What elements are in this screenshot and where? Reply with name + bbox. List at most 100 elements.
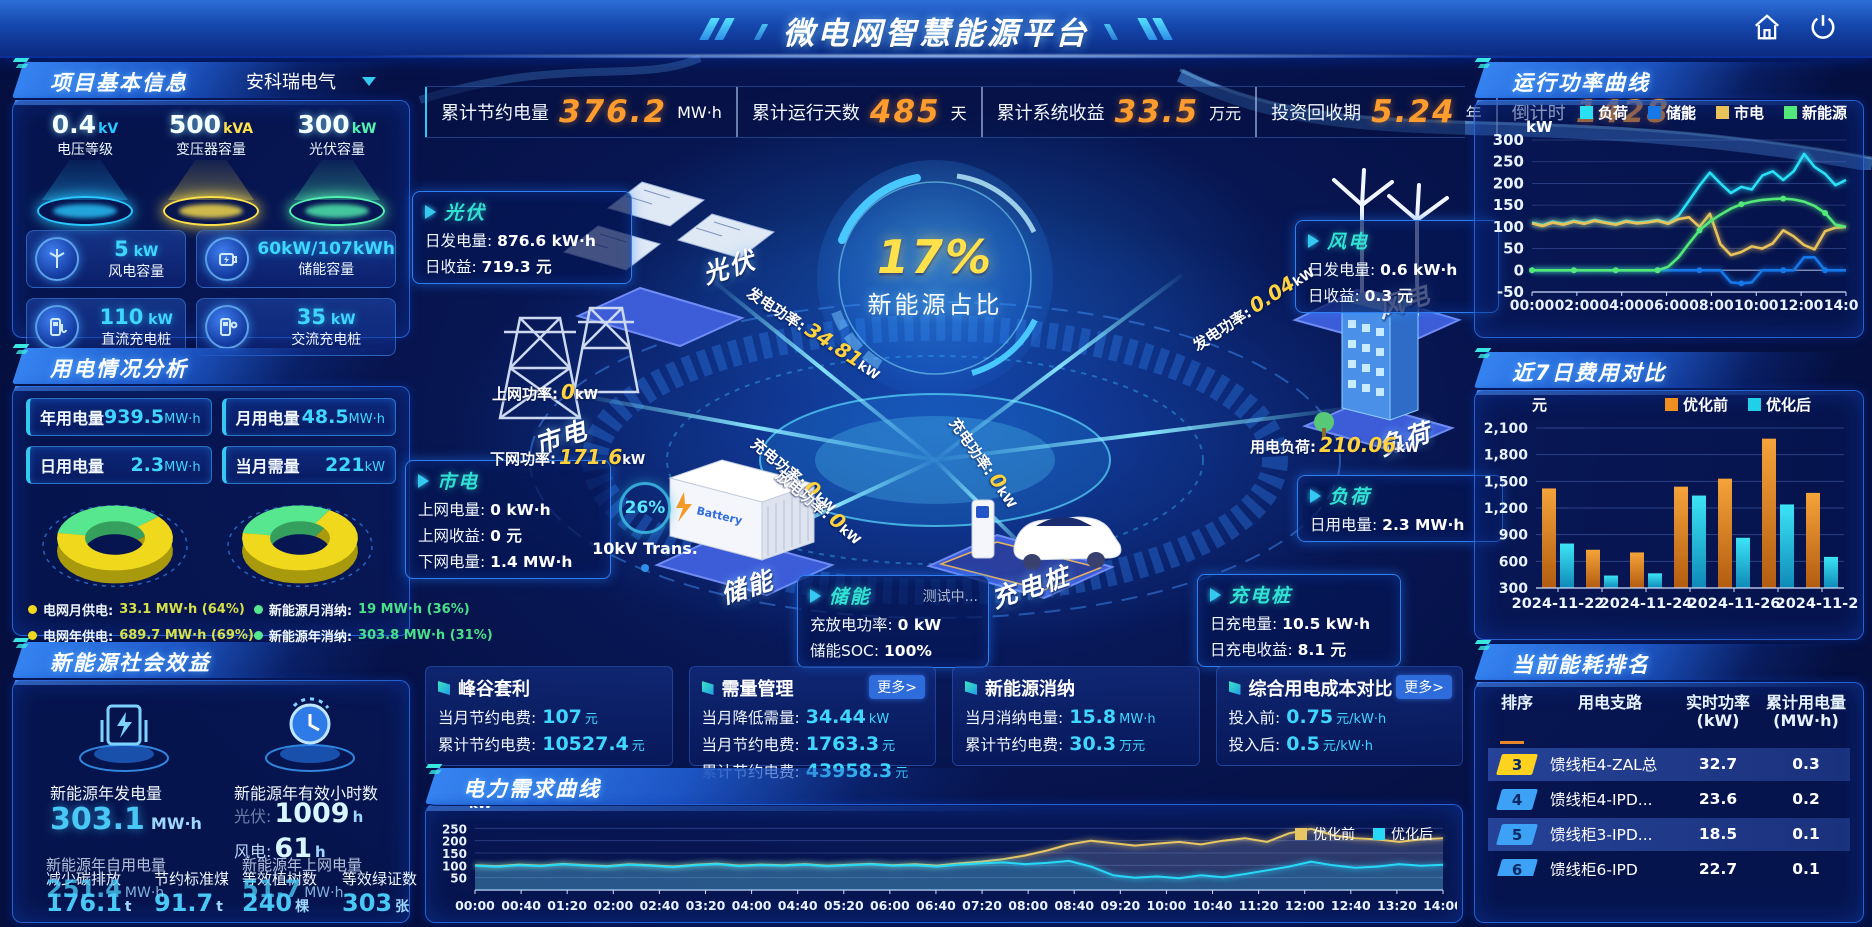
device-card-row-value: 0 kW·h xyxy=(490,501,551,519)
page-title: 微电网智慧能源平台 xyxy=(783,16,1089,52)
device-card-row-label: 储能SOC: xyxy=(810,642,885,660)
panel-cost-title: 近7日费用对比 xyxy=(1512,361,1667,385)
svg-text:2024-11-26: 2024-11-26 xyxy=(1688,596,1781,612)
energy-flow-diagram: Battery 17% 新能源占比 xyxy=(405,130,1503,668)
usage-stat-2: 日用电量 2.3MW·h xyxy=(26,446,212,484)
device-card-grid: 市电 上网电量: 0 kW·h 上网收益: 0 元下网电量: 1.4 MW·h xyxy=(405,460,611,579)
ranking-header-0: 排序 xyxy=(1500,693,1533,712)
device-card-wind: 风电 日发电量: 0.6 kW·h 日收益: 0.3 元 xyxy=(1295,220,1499,313)
series-新能源 xyxy=(1532,197,1847,272)
summary-row-label: 当月节约电费: xyxy=(438,709,537,727)
capacity-cone-2: 300 kW 光伏容量 xyxy=(274,110,400,228)
table-row-rank-4[interactable]: 4 馈线柜4-IPD... 23.6 0.2 xyxy=(1488,783,1850,816)
ranking-rows: 3 馈线柜4-ZAL总 32.7 0.3 4 馈线柜4-IPD... 23.6 0.2 5 馈线柜… xyxy=(1488,747,1850,876)
device-card-row-label: 上网收益: xyxy=(418,527,491,545)
device-card-title-row: 风电 xyxy=(1308,227,1488,254)
power-icon[interactable] xyxy=(1808,12,1838,42)
svg-text:150: 150 xyxy=(1493,196,1524,214)
svg-text:150: 150 xyxy=(442,847,467,861)
demand-legend-label: 优化后 xyxy=(1391,827,1433,843)
cone-value: 500 kVA xyxy=(148,110,274,139)
svg-text:12:40: 12:40 xyxy=(1331,898,1371,913)
bar-优化前-2024-11-24 xyxy=(1630,552,1644,588)
wind-turbine-icon xyxy=(35,237,79,281)
battery-icon xyxy=(205,237,250,281)
svg-text:14:00: 14:00 xyxy=(1423,898,1457,913)
ranking-header-3: 累计用电量 (MW·h) xyxy=(1765,693,1846,731)
cone-number: 0.4 xyxy=(51,110,97,139)
panel-project-title: 项目基本信息 xyxy=(50,71,188,95)
summary-card-row: 累计节约电费: 30.3 万元 xyxy=(965,733,1187,755)
benefit-metric-1: 节约标准煤 91.7 t xyxy=(154,868,229,917)
svg-text:10:40: 10:40 xyxy=(1193,898,1233,913)
device-card-load: 负荷 日用电量: 2.3 MW·h xyxy=(1297,475,1503,542)
svg-text:2024-11-24: 2024-11-24 xyxy=(1600,596,1693,612)
home-icon[interactable] xyxy=(1752,12,1782,42)
svg-text:300: 300 xyxy=(1499,581,1528,597)
device-card-row-value: 719.3 元 xyxy=(481,258,552,276)
kpi-value: 376.2 xyxy=(559,94,668,130)
device-card-title-row: 市电 xyxy=(418,467,600,494)
benefit-metric-unit: t xyxy=(216,899,223,915)
legend-dot-icon xyxy=(253,605,263,614)
cone-unit: kW xyxy=(351,121,377,137)
transformer-label: 10kV Trans. xyxy=(592,539,698,558)
total-energy: 0.1 xyxy=(1792,825,1820,844)
capacity-cone-0: 0.4 kV 电压等级 xyxy=(22,110,148,228)
legend-value: 33.1 MW·h (64%) xyxy=(119,602,245,617)
kpi-label: 倒计时 xyxy=(1511,103,1566,124)
svg-text:08:00: 08:00 xyxy=(1008,898,1048,913)
company-select[interactable]: 安科瑞电气 xyxy=(238,65,384,97)
device-card-row-value: 876.6 kW·h xyxy=(497,232,596,250)
benefit-metric-value-wrap: 176.1 t xyxy=(46,889,132,917)
panel-usage-analysis: 用电情况分析 年用电量 939.5MW·h 月用电量 48.5MW·h 日用电量 2.3M… xyxy=(12,344,493,645)
more-button[interactable]: 更多> xyxy=(1396,675,1452,699)
usage-legend-0: 电网月供电: 33.1 MW·h (64%) xyxy=(28,600,254,619)
usage-stat-value-wrap: 2.3MW·h xyxy=(130,454,200,476)
device-card-title: 储能 xyxy=(829,586,872,608)
device-card-row: 日充电量: 10.5 kW·h xyxy=(1210,612,1390,634)
cone-beam xyxy=(294,160,380,200)
device-card-title-row: 储能 测试中... xyxy=(810,582,978,609)
usage-stat-label: 月用电量 xyxy=(235,409,300,428)
flow-unit: kW xyxy=(574,388,598,403)
table-row-rank-3[interactable]: 3 馈线柜4-ZAL总 32.7 0.3 xyxy=(1488,747,1850,781)
arrow-icon xyxy=(810,588,821,603)
svg-text:50: 50 xyxy=(450,872,467,886)
summary-card-title-row: 综合用电成本对比 xyxy=(1228,675,1451,701)
table-row-rank-6[interactable]: 6 馈线柜6-IPD 22.7 0.1 xyxy=(1488,853,1850,876)
cone-label: 变压器容量 xyxy=(176,142,246,158)
summary-row-value: 15.8 xyxy=(1069,706,1117,728)
table-row-rank-5[interactable]: 5 馈线柜3-IPD... 18.5 0.1 xyxy=(1488,817,1850,851)
transformer-percent: 26% xyxy=(619,482,671,534)
svg-text:08:40: 08:40 xyxy=(1054,898,1094,913)
usage-stat-label: 日用电量 xyxy=(40,457,105,476)
more-button[interactable]: 更多> xyxy=(869,675,925,699)
svg-text:00:00: 00:00 xyxy=(1510,298,1555,314)
svg-text:100: 100 xyxy=(442,859,467,873)
svg-text:00:00: 00:00 xyxy=(455,898,495,913)
capacity-cones: 0.4 kV 电压等级 500 kVA 变压器容量 300 kW 光伏容量 xyxy=(22,110,400,228)
summary-card-row: 累计节约电费: 10527.4 元 xyxy=(438,733,660,755)
svg-text:250: 250 xyxy=(442,822,467,836)
benefit-metric-unit: 棵 xyxy=(295,899,310,915)
realtime-power: 23.6 xyxy=(1698,790,1738,809)
kpi-label: 累计系统收益 xyxy=(996,103,1105,124)
usage-stat-unit: MW·h xyxy=(348,412,385,427)
cone-number: 300 xyxy=(297,110,350,139)
benefit-ghost-label: 新能源年上网电量 xyxy=(242,856,363,874)
panel-corner-icon xyxy=(1474,58,1498,80)
energy-flow-canvas: Battery xyxy=(498,160,1462,619)
cone-number: 500 xyxy=(168,110,222,139)
svg-text:1,500: 1,500 xyxy=(1484,474,1529,490)
svg-text:100: 100 xyxy=(1493,218,1524,236)
ac-charger-icon xyxy=(205,305,250,349)
svg-text:03:20: 03:20 xyxy=(686,898,726,913)
summary-card-title-row: 需量管理 xyxy=(701,675,924,701)
cone-ring xyxy=(289,196,385,226)
summary-card-title: 需量管理 xyxy=(721,679,794,700)
project-stat-label: 直流充电桩 xyxy=(101,332,172,348)
rank-badge: 5 xyxy=(1495,823,1539,845)
